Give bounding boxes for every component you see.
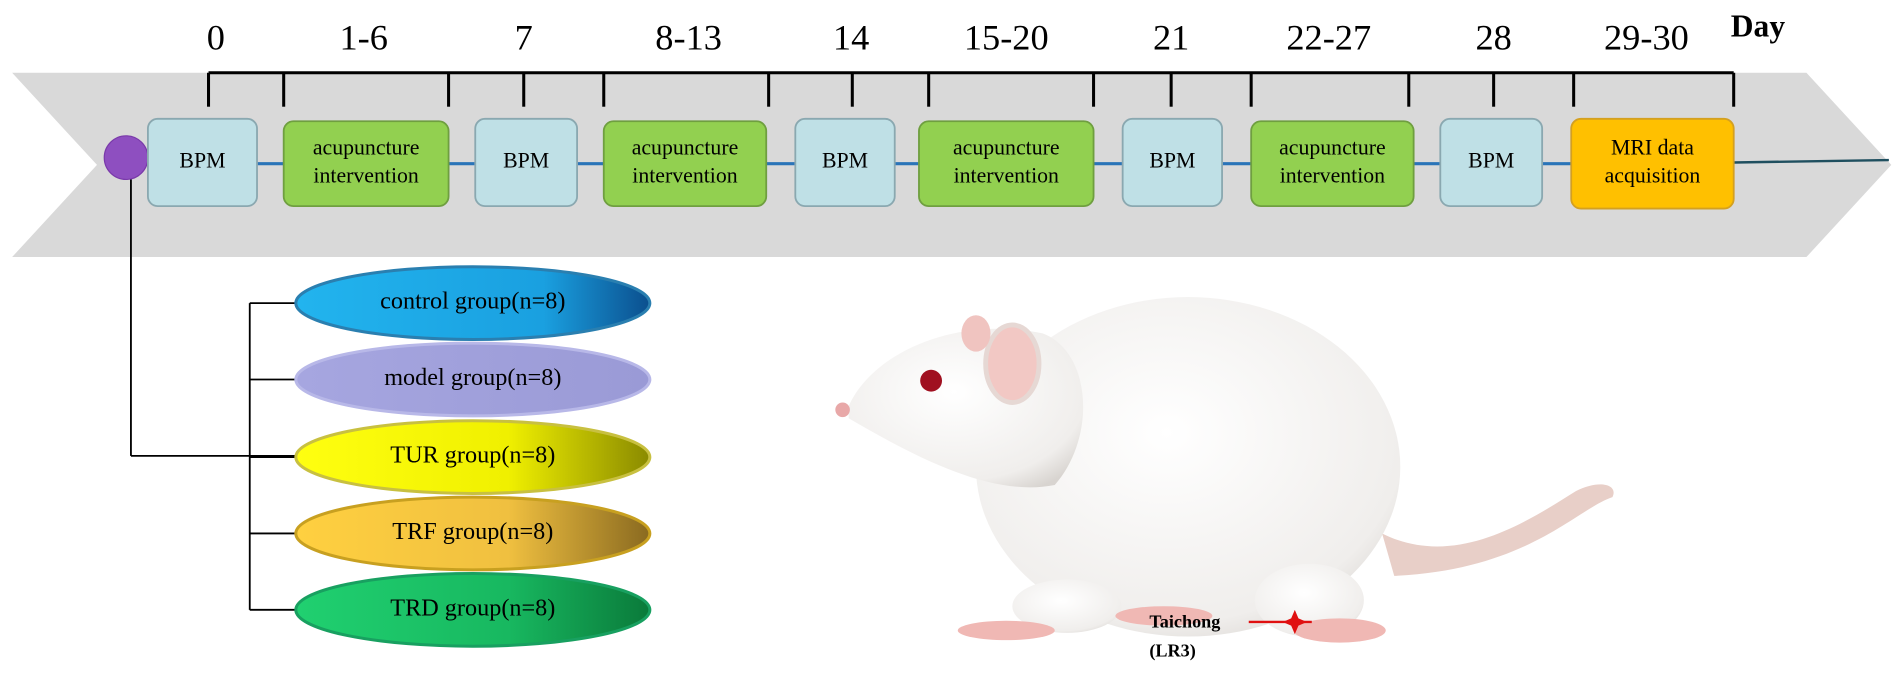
group-label: TRD group(n=8) <box>390 594 555 621</box>
day-label: 28 <box>1475 18 1511 58</box>
step-box <box>1250 120 1415 208</box>
step-label: acupuncture <box>1279 136 1386 160</box>
step-box <box>1121 117 1223 208</box>
step-box <box>474 117 578 208</box>
rat-ear <box>983 322 1042 405</box>
group-label: control group(n=8) <box>380 288 565 315</box>
day-label: 14 <box>833 18 869 58</box>
step-box <box>918 120 1095 208</box>
day-unit: Day <box>1731 8 1786 43</box>
step-label: BPM <box>1468 148 1514 172</box>
step-box <box>147 117 258 208</box>
day-label: 29-30 <box>1604 18 1689 58</box>
step-box <box>602 120 768 208</box>
step-box <box>794 117 896 208</box>
step-label: BPM <box>1149 148 1195 172</box>
step-label: intervention <box>954 164 1059 188</box>
day-label: 15-20 <box>964 18 1049 58</box>
step-label: acupuncture <box>953 136 1060 160</box>
step-label: acupuncture <box>313 136 420 160</box>
step-box <box>282 120 450 208</box>
rat-paw <box>1293 618 1386 643</box>
step-label: BPM <box>179 148 225 172</box>
acupoint-name: Taichong <box>1149 611 1220 631</box>
connector <box>1733 158 1889 164</box>
rat-ear <box>961 315 991 352</box>
day-label: 8-13 <box>655 18 722 58</box>
step-label: intervention <box>313 164 418 188</box>
rat-illustration <box>835 297 1614 643</box>
start-node <box>103 135 149 181</box>
rat-head <box>848 328 1084 488</box>
rat-leg <box>1012 579 1122 633</box>
group-ellipse <box>294 495 652 572</box>
step-label: acupuncture <box>632 136 739 160</box>
step-label: MRI data <box>1611 136 1694 160</box>
step-label: intervention <box>1280 164 1385 188</box>
day-label: 7 <box>515 18 533 58</box>
group-ellipse <box>294 265 652 341</box>
day-label: 22-27 <box>1286 18 1371 58</box>
acupoint-code: (LR3) <box>1149 640 1195 661</box>
rat-leg <box>1254 563 1364 637</box>
group-ellipse <box>294 341 652 418</box>
group-label: TRF group(n=8) <box>392 518 553 545</box>
step-label: BPM <box>822 148 868 172</box>
rat-tail <box>1382 484 1614 576</box>
rat-paw <box>957 620 1055 641</box>
day-label: 0 <box>207 18 225 58</box>
step-box <box>1570 117 1735 210</box>
rat-nose <box>835 402 850 418</box>
rat-eye <box>920 369 943 392</box>
group-label: model group(n=8) <box>384 364 561 391</box>
group-label: TUR group(n=8) <box>390 442 555 469</box>
rat-body <box>975 297 1401 637</box>
group-ellipse <box>294 419 652 495</box>
rat-paw <box>1115 606 1213 626</box>
acupoint-marker <box>1282 609 1307 635</box>
step-label: acquisition <box>1605 164 1701 188</box>
group-ellipse <box>294 571 652 648</box>
day-label: 1-6 <box>339 18 387 58</box>
step-box <box>1439 117 1544 208</box>
step-label: intervention <box>632 164 737 188</box>
day-label: 21 <box>1153 18 1189 58</box>
step-label: BPM <box>503 148 549 172</box>
